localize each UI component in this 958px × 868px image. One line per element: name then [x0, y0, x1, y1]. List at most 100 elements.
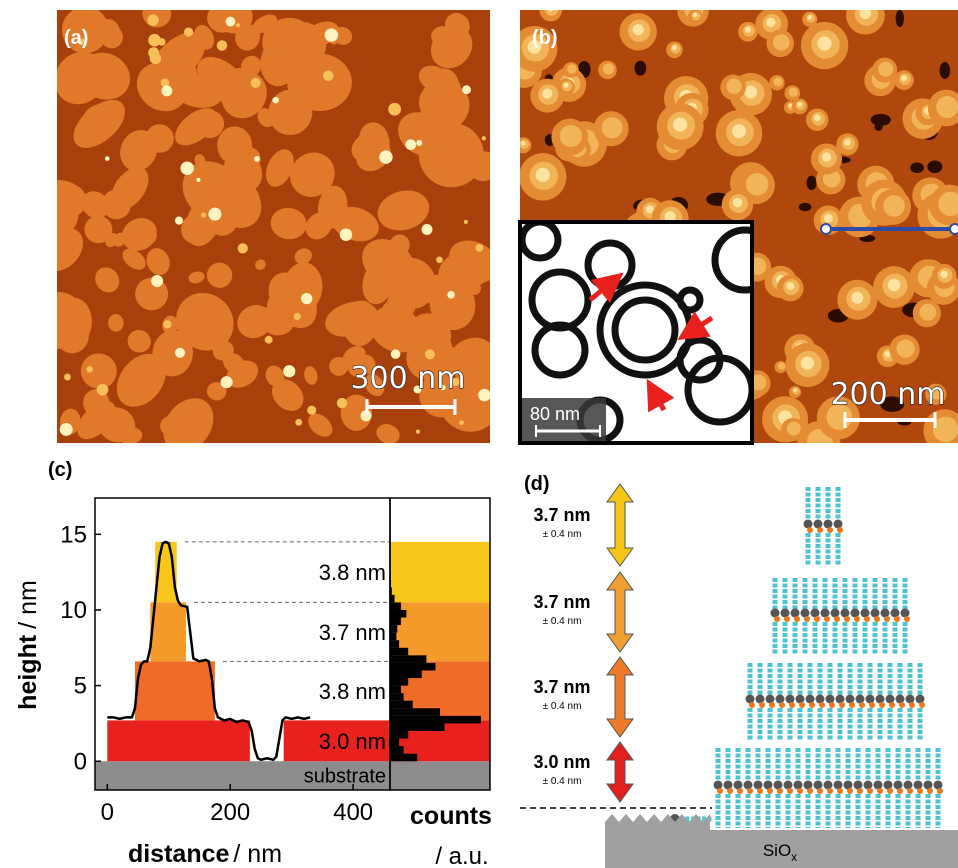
head: [876, 695, 885, 704]
head: [827, 527, 833, 533]
island: [733, 198, 742, 207]
head: [779, 702, 785, 708]
island: [807, 15, 812, 20]
head: [914, 781, 923, 790]
head: [784, 616, 790, 622]
head: [937, 788, 943, 794]
island: [97, 384, 109, 396]
diagram-d: 3.0 nm± 0.4 nm3.7 nm± 0.4 nm3.7 nm± 0.4 …: [533, 484, 943, 828]
head: [814, 781, 823, 790]
head: [844, 781, 853, 790]
island: [788, 104, 792, 108]
island: [726, 79, 741, 94]
island: [773, 34, 790, 51]
hole: [927, 161, 942, 173]
island: [379, 150, 392, 163]
head: [837, 788, 843, 794]
double-arrow: [607, 657, 633, 737]
island: [919, 304, 936, 321]
double-arrow: [607, 742, 633, 802]
head: [834, 520, 843, 529]
island: [744, 86, 757, 99]
island: [337, 398, 347, 408]
layer-label: 3.0 nm: [319, 729, 386, 754]
island: [147, 14, 158, 25]
hist-bar: [390, 663, 435, 671]
head: [834, 781, 843, 790]
hist-bar: [390, 686, 401, 694]
layer-band: [135, 661, 215, 720]
error-label: ± 0.4 nm: [543, 616, 582, 627]
hist-bar: [390, 693, 404, 701]
head: [824, 616, 830, 622]
head: [826, 695, 835, 704]
hist-bar: [390, 723, 445, 731]
y-axis-label: height/ nm: [14, 580, 42, 710]
island: [482, 136, 486, 140]
head: [757, 788, 763, 794]
head: [781, 609, 790, 618]
y-tick-label: 0: [74, 748, 87, 775]
island: [447, 291, 455, 299]
y-axis-label-bold: height: [14, 634, 42, 710]
island: [851, 292, 863, 304]
head: [734, 781, 743, 790]
profile-end: [821, 224, 831, 234]
island: [388, 103, 401, 116]
hist-bar: [390, 610, 406, 618]
substrate-subscript: x: [791, 850, 797, 864]
head: [916, 695, 925, 704]
head: [817, 788, 823, 794]
island: [196, 178, 200, 182]
head: [834, 616, 840, 622]
head: [749, 702, 755, 708]
island: [64, 374, 71, 381]
hole: [874, 123, 882, 131]
island: [560, 125, 582, 147]
head: [717, 788, 723, 794]
island: [236, 23, 240, 27]
error-label: ± 0.4 nm: [543, 529, 582, 540]
layer-label: 3.8 nm: [319, 679, 386, 704]
head: [857, 788, 863, 794]
head: [809, 702, 815, 708]
head: [807, 788, 813, 794]
island: [148, 47, 159, 58]
layer-band: [150, 602, 186, 661]
island: [936, 96, 958, 118]
island: [878, 62, 893, 77]
island: [824, 214, 833, 223]
hist-bar: [390, 618, 401, 626]
head: [776, 695, 785, 704]
head: [856, 695, 865, 704]
hist-bar: [390, 678, 408, 686]
island: [60, 423, 73, 436]
island: [238, 243, 248, 253]
hist-bar: [390, 708, 440, 716]
hist-bar: [390, 739, 399, 747]
layer-label: 3.8 nm: [319, 560, 386, 585]
hist-bar: [390, 655, 426, 663]
x-tick-label: 200: [210, 799, 250, 826]
island: [307, 406, 316, 415]
double-arrow: [607, 484, 633, 566]
island: [478, 389, 491, 402]
head: [854, 781, 863, 790]
island: [283, 365, 295, 377]
head: [836, 695, 845, 704]
head: [786, 695, 795, 704]
head: [861, 609, 870, 618]
head: [796, 695, 805, 704]
head: [824, 781, 833, 790]
head: [787, 788, 793, 794]
head: [744, 781, 753, 790]
island: [536, 168, 550, 182]
profile-end: [950, 224, 958, 234]
head: [814, 616, 820, 622]
island: [793, 388, 797, 392]
head: [789, 702, 795, 708]
substrate-band: [95, 761, 490, 790]
island: [459, 420, 464, 425]
head: [756, 695, 765, 704]
head: [881, 609, 890, 618]
